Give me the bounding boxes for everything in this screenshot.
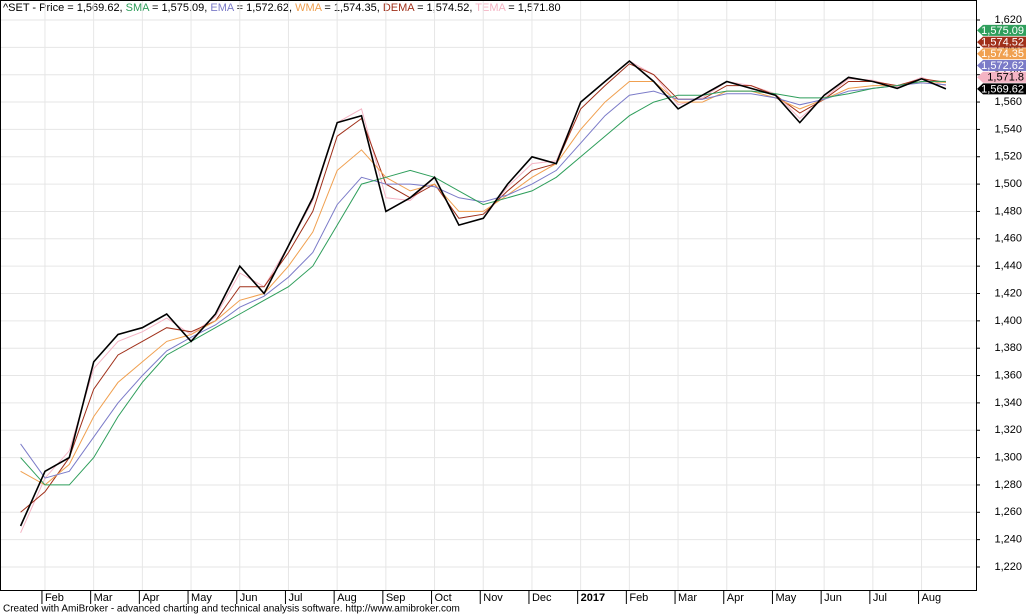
header-title: ^SET - [3,2,39,14]
badge-label: 1,571.8 [987,72,1024,84]
badge [977,48,1026,60]
y-tick-label: 1,360 [994,369,1022,381]
y-tick-label: 1,520 [994,151,1022,163]
x-tick-label: Aug [337,592,357,604]
x-tick-label: Jul [288,592,302,604]
badge [977,36,1026,48]
legend-name: EMA [210,2,235,14]
y-tick-label: 1,500 [994,178,1022,190]
legend-name: SMA [126,2,151,14]
y-tick-label: 1,400 [994,315,1022,327]
x-tick-label: Dec [532,592,552,604]
legend-name: DEMA [383,2,415,14]
legend-value: = 1,569.62, [64,2,125,14]
y-tick-label: 1,220 [994,561,1022,573]
x-tick-label: May [191,592,212,604]
badge [977,71,1026,83]
y-tick-label: 1,560 [994,96,1022,108]
y-tick-label: 1,300 [994,452,1022,464]
x-tick-label: Jun [240,592,258,604]
ma-line [20,63,946,513]
x-tick-label: Mar [678,592,697,604]
x-tick-label: Apr [142,592,159,604]
x-tick-label: May [775,592,796,604]
badge-label: 1,572.62 [981,60,1024,72]
x-tick-label: 2017 [581,592,605,604]
badge [977,24,1026,36]
x-tick-label: Sep [386,592,406,604]
legend-name: TEMA [475,2,506,14]
x-tick-label: Jun [824,592,842,604]
legend-value: = 1,572.62, [234,2,295,14]
ma-line [20,80,946,486]
ma-line [20,82,946,479]
footer: Created with AmiBroker - advanced charti… [3,604,460,615]
y-tick-label: 1,420 [994,287,1022,299]
badge [977,59,1026,71]
badge-label: 1,569.62 [981,83,1024,95]
y-tick-label: 1,240 [994,534,1022,546]
x-tick-label: Jul [873,592,887,604]
y-tick-label: 1,460 [994,233,1022,245]
y-tick-label: 1,320 [994,424,1022,436]
x-tick-label: Oct [435,592,452,604]
x-tick-label: Nov [483,592,503,604]
legend-value: = 1,575.09, [149,2,210,14]
x-tick-label: Aug [922,592,942,604]
y-tick-label: 1,280 [994,479,1022,491]
badge-label: 1,575.09 [981,25,1024,37]
x-tick-label: Apr [727,592,744,604]
ma-line [20,80,946,486]
legend-name: Price [39,2,64,14]
y-tick-label: 1,620 [994,14,1022,26]
y-tick-label: 1,380 [994,342,1022,354]
x-tick-label: Feb [45,592,64,604]
y-tick-label: 1,260 [994,506,1022,518]
x-tick-label: Mar [94,592,113,604]
chart-header: ^SET - Price = 1,569.62, SMA = 1,575.09,… [3,2,561,14]
badge [977,83,1026,95]
x-tick-label: Feb [629,592,648,604]
y-tick-label: 1,440 [994,260,1022,272]
badge-label: 1,574.52 [981,37,1024,49]
legend-name: WMA [295,2,323,14]
legend-value: = 1,571.80 [505,2,560,14]
badge-label: 1,574.35 [981,48,1024,60]
legend-value: = 1,574.35, [321,2,382,14]
y-tick-label: 1,340 [994,397,1022,409]
legend-value: = 1,574.52, [414,2,475,14]
y-tick-label: 1,540 [994,123,1022,135]
price-line [19,59,947,527]
plot-frame [0,0,977,591]
y-tick-label: 1,480 [994,205,1022,217]
